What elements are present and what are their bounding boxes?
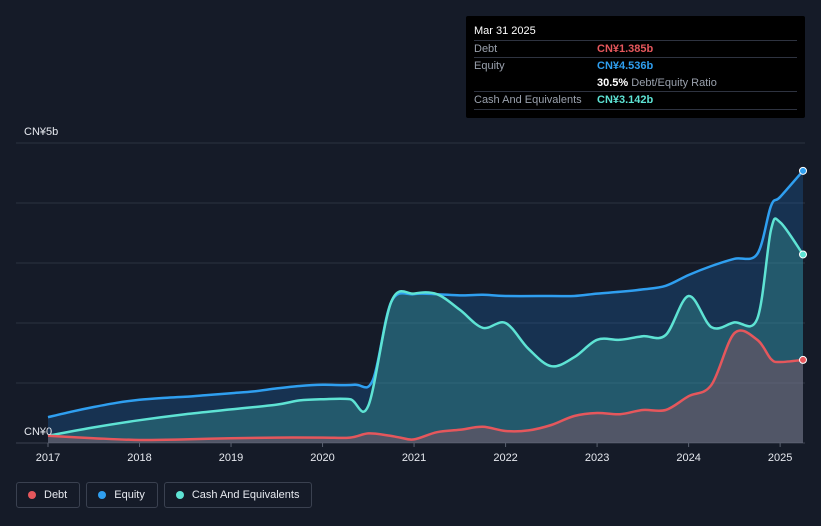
tooltip-value-debt: CN¥1.385b	[597, 43, 654, 55]
x-tick-label-2021: 2021	[402, 452, 426, 464]
endpoint-debt	[799, 355, 807, 364]
x-tick-label-2023: 2023	[585, 452, 609, 464]
tooltip-label-equity: Equity	[474, 60, 505, 72]
tooltip-label-debt: Debt	[474, 43, 498, 55]
axis-layer: 2017 2018 2019 2020 2021 2022 2023 2024 2025 CN¥0…	[24, 126, 792, 464]
tooltip-value-equity: CN¥4.536b	[597, 60, 654, 72]
area-equity	[48, 170, 803, 443]
x-tick-label-2024: 2024	[676, 452, 700, 464]
y-tick-label-0: CN¥0	[24, 426, 52, 438]
endpoint-equity	[799, 166, 807, 175]
tooltip-row-ratio: 30.5% Debt/Equity Ratio	[474, 74, 797, 92]
y-tick-label-5b: CN¥5b	[24, 126, 58, 138]
legend-label-cash: Cash And Equivalents	[191, 489, 300, 501]
tooltip-panel: Mar 31 2025 Debt CN¥1.385b Equity CN¥4.5…	[466, 16, 805, 118]
x-tick-label-2018: 2018	[127, 452, 151, 464]
grid-layer	[16, 142, 805, 444]
equity-swatch-icon	[98, 491, 107, 499]
x-tick-label-2025: 2025	[768, 452, 792, 464]
cash-swatch-icon	[175, 491, 184, 499]
tooltip-value-cash: CN¥3.142b	[597, 94, 654, 106]
tooltip-value-ratio: 30.5%	[597, 77, 629, 89]
legend-label-debt: Debt	[44, 489, 68, 501]
endpoint-cash-and-equivalents	[799, 250, 807, 259]
tooltip-row-equity: Equity CN¥4.536b	[474, 57, 797, 75]
legend-item-equity[interactable]: Equity	[86, 482, 158, 508]
endpoint-layer	[799, 166, 807, 364]
line-layer	[47, 170, 805, 442]
tooltip-date: Mar 31 2025	[474, 25, 536, 37]
x-tick-label-2022: 2022	[493, 452, 517, 464]
x-tick-label-2019: 2019	[219, 452, 243, 464]
x-tick-label-2017: 2017	[36, 452, 60, 464]
legend-label-equity: Equity	[114, 489, 145, 501]
tooltip-row-debt: Debt CN¥1.385b	[474, 40, 797, 58]
x-tick-label-2020: 2020	[310, 452, 334, 464]
tooltip-row-cash: Cash And Equivalents CN¥3.142b	[474, 91, 797, 110]
legend: Debt Equity Cash And Equivalents	[16, 482, 313, 510]
area-layer	[48, 170, 803, 443]
tooltip-label-ratio: Debt/Equity Ratio	[631, 77, 717, 89]
line-debt	[47, 329, 804, 442]
line-cash-and-equivalents	[47, 217, 805, 438]
area-cash-and-equivalents	[48, 218, 803, 443]
legend-item-cash[interactable]: Cash And Equivalents	[163, 482, 313, 508]
debt-swatch-icon	[28, 491, 36, 499]
tooltip-label-cash: Cash And Equivalents	[474, 94, 582, 106]
legend-item-debt[interactable]: Debt	[16, 482, 81, 508]
